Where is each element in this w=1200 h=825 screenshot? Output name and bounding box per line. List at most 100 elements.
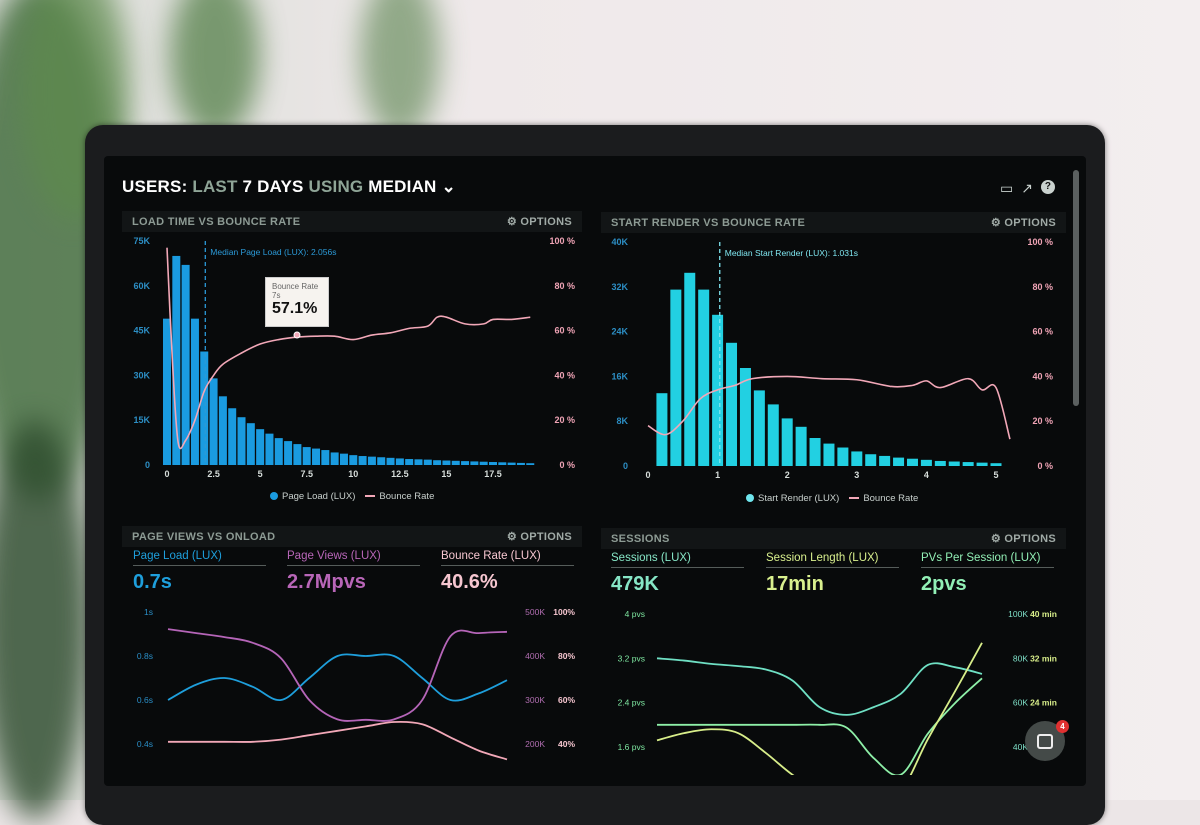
plant-leaf: [360, 0, 440, 140]
median-label: Median Page Load (LUX): 2.056s: [210, 247, 336, 257]
bar[interactable]: [172, 255, 181, 465]
bar[interactable]: [906, 458, 918, 466]
y-tick-label: 75K: [133, 236, 150, 246]
bar[interactable]: [461, 461, 470, 465]
help-icon[interactable]: ?: [1040, 180, 1055, 194]
bar[interactable]: [321, 450, 330, 465]
bounce-rate-line: [647, 375, 1011, 440]
bar[interactable]: [246, 423, 255, 465]
bar[interactable]: [698, 289, 710, 466]
legend-item[interactable]: Bounce Rate: [849, 493, 918, 504]
bar[interactable]: [163, 318, 171, 465]
bar[interactable]: [934, 460, 946, 466]
chevron-down-icon[interactable]: ⌄: [441, 177, 456, 196]
bar[interactable]: [976, 462, 988, 466]
bar[interactable]: [377, 457, 386, 465]
bar[interactable]: [526, 463, 535, 465]
x-tick-label: 0: [164, 469, 169, 479]
bar[interactable]: [948, 461, 960, 466]
bar[interactable]: [265, 433, 274, 465]
y2-tick-label: 100K: [1008, 609, 1028, 619]
stat-value: 2.7Mpvs: [287, 571, 366, 593]
bar[interactable]: [470, 461, 479, 465]
toolbar: ▭ ↗ ?: [1000, 180, 1055, 197]
legend-item[interactable]: Page Load (LUX): [270, 491, 355, 502]
bar[interactable]: [753, 390, 765, 466]
bar[interactable]: [218, 396, 227, 465]
bar[interactable]: [795, 426, 807, 466]
bar[interactable]: [181, 264, 190, 465]
bar[interactable]: [358, 456, 367, 465]
stat-label: Page Load (LUX): [133, 550, 266, 566]
bar[interactable]: [293, 444, 302, 465]
bar[interactable]: [284, 441, 293, 465]
y-tick-label: 0: [145, 460, 150, 470]
bar[interactable]: [395, 458, 404, 465]
options-button[interactable]: ⚙ OPTIONS: [990, 217, 1056, 229]
bar[interactable]: [312, 448, 321, 465]
bar[interactable]: [237, 417, 246, 465]
bar[interactable]: [451, 460, 460, 465]
bar[interactable]: [781, 418, 793, 466]
bar[interactable]: [339, 453, 348, 465]
bar[interactable]: [656, 393, 668, 466]
bar[interactable]: [837, 447, 849, 466]
bar[interactable]: [865, 454, 877, 466]
legend-dot-icon: [270, 492, 278, 501]
bar[interactable]: [516, 462, 525, 465]
bar[interactable]: [433, 460, 442, 465]
scrollbar[interactable]: [1073, 170, 1079, 406]
stat-sessions-1: Session Length (LUX) 17min: [766, 552, 899, 596]
bar[interactable]: [893, 457, 905, 466]
series-line-2: [656, 642, 983, 775]
bar[interactable]: [190, 318, 199, 465]
y-tick-label: 0: [623, 461, 628, 471]
monitor-icon[interactable]: ▭: [1000, 180, 1014, 196]
bar[interactable]: [367, 456, 376, 465]
bar[interactable]: [990, 463, 1002, 466]
bar[interactable]: [414, 459, 423, 465]
bar[interactable]: [851, 451, 863, 466]
bar[interactable]: [209, 378, 218, 465]
bar[interactable]: [442, 460, 451, 465]
bar[interactable]: [405, 459, 414, 465]
bar[interactable]: [423, 459, 432, 465]
bar[interactable]: [386, 457, 395, 465]
legend-item[interactable]: Start Render (LUX): [746, 493, 839, 504]
x-tick-label: 10: [348, 469, 358, 479]
legend-item[interactable]: Bounce Rate: [365, 491, 434, 502]
bar[interactable]: [228, 408, 237, 465]
bar[interactable]: [479, 461, 488, 465]
bar[interactable]: [809, 438, 821, 466]
bar[interactable]: [349, 455, 358, 465]
options-button[interactable]: ⚙ OPTIONS: [990, 533, 1056, 545]
bar[interactable]: [879, 455, 891, 466]
options-button[interactable]: ⚙ OPTIONS: [506, 216, 572, 228]
y2-tick-label: 500K: [525, 607, 545, 617]
bar[interactable]: [684, 272, 696, 466]
bar[interactable]: [962, 462, 974, 466]
y3-tick-label: 60%: [558, 695, 575, 705]
title-period: 7 DAYS: [242, 177, 304, 196]
y2-tick-label: 20 %: [554, 415, 575, 425]
options-button[interactable]: ⚙ OPTIONS: [506, 531, 572, 543]
bar[interactable]: [726, 342, 738, 466]
bar[interactable]: [767, 404, 779, 466]
series-line-0: [656, 657, 983, 716]
stat-views-0: Page Load (LUX) 0.7s: [133, 550, 266, 594]
bar[interactable]: [256, 429, 265, 465]
bar[interactable]: [498, 462, 507, 465]
bar[interactable]: [489, 462, 497, 465]
page-title[interactable]: USERS: LAST 7 DAYS USING MEDIAN ⌄: [122, 177, 456, 197]
bar[interactable]: [823, 443, 835, 466]
bar[interactable]: [330, 452, 339, 465]
bar[interactable]: [507, 462, 516, 465]
bar[interactable]: [670, 289, 682, 466]
bar[interactable]: [302, 447, 311, 465]
bar[interactable]: [200, 351, 209, 465]
share-icon[interactable]: ↗: [1021, 180, 1033, 196]
bar[interactable]: [739, 368, 751, 466]
bar[interactable]: [274, 438, 283, 465]
bar[interactable]: [920, 459, 932, 466]
